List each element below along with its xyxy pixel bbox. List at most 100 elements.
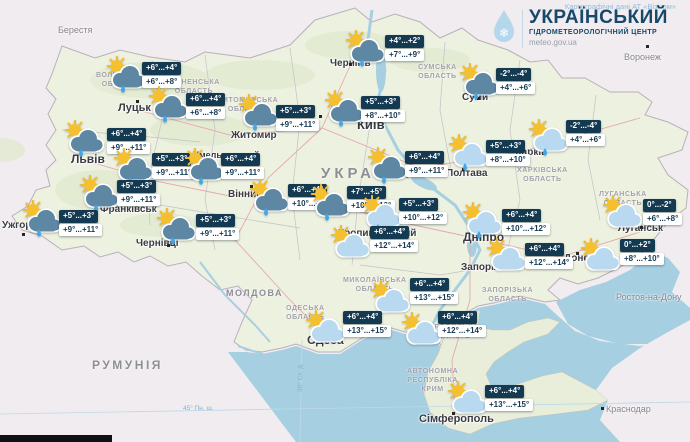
cloud-icon [312, 320, 344, 342]
day-temp-range: +8°...+10° [620, 252, 664, 265]
weather-icon [528, 119, 568, 156]
sun-icon [148, 86, 170, 107]
city-dot [576, 252, 579, 255]
sun-icon [113, 148, 135, 169]
raindrop-icon [94, 204, 98, 212]
cloud-icon [377, 290, 409, 312]
night-temp-range: +6°...+4° [405, 151, 445, 164]
night-temp-range: +5°...+3° [276, 105, 316, 118]
cloud-icon [374, 157, 406, 179]
day-temp-range: +6°...+8° [142, 75, 182, 88]
cloud-icon [120, 158, 152, 180]
raindrop-icon [171, 237, 175, 245]
cloud-icon [469, 212, 501, 234]
city-label: Чернівці [136, 238, 179, 249]
city-dot [640, 226, 643, 229]
temperature-label: +6°...+4° +6°...+8° [186, 93, 226, 119]
cloud-icon [256, 189, 288, 211]
temperature-label: +6°...+4° +12°...+14° [438, 311, 487, 337]
day-temp-range: +12°...+14° [525, 256, 574, 269]
org-url-link[interactable]: meteo.gov.ua [529, 38, 577, 47]
temperature-label: +6°...+4° +12°...+14° [525, 243, 574, 269]
temperature-label: 0°...+2° +8°...+10° [620, 239, 664, 265]
sun-icon [184, 148, 206, 169]
day-temp-range: +8°...+10° [486, 153, 530, 166]
weather-icon [106, 56, 146, 93]
weather-icon [184, 148, 224, 185]
day-temp-range: +9°...+11° [59, 223, 103, 236]
graticule-lines [0, 339, 690, 442]
temperature-label: +5°...+3° +9°...+11° [276, 105, 320, 131]
temperature-label: +5°...+3° +9°...+11° [196, 214, 240, 240]
temperature-label: +6°...+4° +13°...+15° [410, 278, 459, 304]
day-temp-range: +13°...+15° [410, 291, 459, 304]
raindrop-icon [37, 229, 41, 237]
city-dot [22, 233, 25, 236]
day-temp-range: +13°...+15° [485, 398, 534, 411]
night-temp-range: +5°...+3° [486, 140, 526, 153]
city-label: Ужгород [2, 220, 44, 231]
azov-sea [556, 252, 690, 344]
night-temp-range: +6°...+4° [485, 385, 525, 398]
town-label: Краснодар [606, 404, 651, 414]
raindrop-icon [199, 177, 203, 185]
weather-icon [324, 90, 364, 127]
region-label: АВТОНОМНА РЕСПУБЛІКА КРИМ [407, 368, 459, 394]
cloud-icon [535, 129, 567, 151]
night-temp-range: +6°...+4° [142, 62, 182, 75]
city-dot [250, 185, 253, 188]
weather-icon [305, 310, 345, 343]
org-name: УКРАЇНСЬКИЙ [529, 7, 668, 28]
city-label: Франківськ [100, 204, 157, 215]
night-temp-range: +6°...+4° [410, 278, 450, 291]
weather-icon [367, 147, 407, 184]
raindrop-icon [382, 176, 386, 184]
day-temp-range: +12°...+14° [438, 324, 487, 337]
city-label: Запоріжжя [461, 262, 514, 273]
sun-icon [64, 120, 86, 141]
weather-icon [448, 134, 488, 171]
night-temp-range: +5°...+3° [399, 198, 439, 211]
region-label: РІВНЕНСЬКА ОБЛАСТЬ [168, 79, 220, 96]
temperature-label: +6°...+4° +13°...+15° [343, 311, 392, 337]
day-temp-range: +10°...+12° [502, 222, 551, 235]
raindrop-icon [360, 59, 364, 67]
temperature-label: -2°...-4° +4°...+6° [566, 120, 606, 146]
night-temp-range: +6°...+4° [221, 153, 261, 166]
weather-icon [486, 238, 526, 271]
cloud-icon [337, 235, 369, 257]
day-temp-range: +9°...+11° [221, 166, 265, 179]
temperature-label: +5°...+3° +9°...+11° [152, 153, 196, 179]
city-label: Житомир [231, 130, 277, 141]
temperature-label: 0°...-2° +6°...+8° [643, 199, 683, 225]
night-temp-range: +6°...+4° [525, 243, 565, 256]
city-label: Луцьк [118, 102, 151, 114]
city-label: Вінниця [228, 189, 269, 200]
raindrop-icon [339, 119, 343, 127]
day-temp-range: +9°...+11° [117, 193, 161, 206]
night-temp-range: +6°...+4° [343, 311, 383, 324]
raindrop-icon [477, 231, 481, 239]
water-drop-icon: ❄ [494, 10, 514, 42]
weather-icon [22, 200, 62, 237]
weather-icon [580, 238, 620, 271]
raindrop-icon [264, 208, 268, 216]
city-label: Сімферополь [419, 413, 494, 425]
weather-icon [79, 175, 119, 212]
temperature-label: +5°...+3° +9°...+11° [59, 210, 103, 236]
temperature-label: +6°...+4° +9°...+11° [405, 151, 449, 177]
weather-icon [238, 94, 278, 131]
temperature-label: +5°...+3° +8°...+10° [361, 96, 405, 122]
cloud-icon [29, 210, 61, 232]
night-temp-range: +6°...+4° [107, 128, 147, 141]
raindrop-icon [253, 123, 257, 131]
temperature-label: +5°...+3° +9°...+11° [117, 180, 161, 206]
night-temp-range: +5°...+3° [196, 214, 236, 227]
cloud-icon [331, 100, 363, 122]
graticule-label: 30° Сх. д. [297, 363, 304, 392]
night-temp-range: +6°...+4° [502, 209, 542, 222]
graticule-label: 45° Пн. ш. [183, 405, 214, 412]
day-temp-range: +10°...+12° [399, 211, 448, 224]
night-temp-range: +5°...+3° [117, 180, 157, 193]
